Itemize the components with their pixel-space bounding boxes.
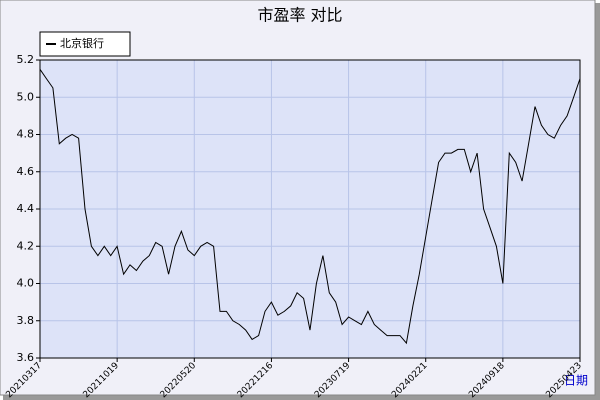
y-tick-label: 5.2 xyxy=(17,53,35,66)
legend-label: 北京银行 xyxy=(60,36,104,50)
y-tick-label: 4.6 xyxy=(17,165,35,178)
x-axis-label: 日期 xyxy=(564,374,588,388)
y-tick-label: 4.8 xyxy=(17,128,35,141)
plot-border xyxy=(39,59,581,359)
y-tick-label: 3.6 xyxy=(17,351,35,364)
series-line xyxy=(39,69,581,345)
y-tick-label: 3.8 xyxy=(17,314,35,327)
y-tick-label: 4.4 xyxy=(17,202,35,215)
y-tick-label: 4.0 xyxy=(17,277,35,290)
y-tick-label: 4.2 xyxy=(17,239,35,252)
y-tick-label: 5.0 xyxy=(17,90,35,103)
chart-title: 市盈率 对比 xyxy=(257,6,342,25)
legend: 北京银行 xyxy=(39,31,131,57)
